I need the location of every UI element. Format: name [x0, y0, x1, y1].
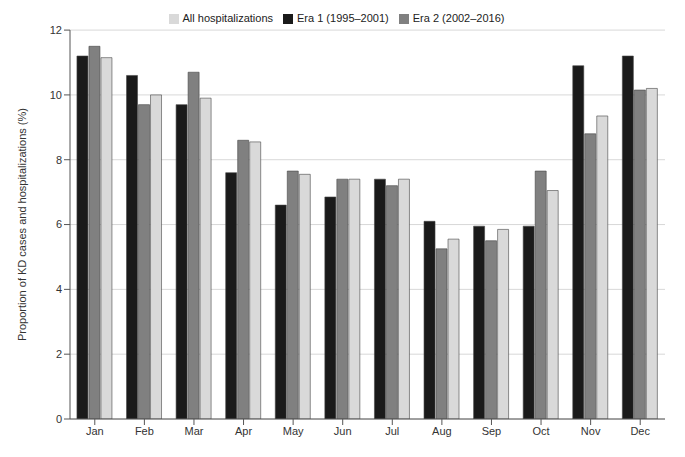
- svg-text:6: 6: [56, 218, 62, 230]
- html-text:Era 2 (2002–2016): Era 2 (2002–2016): [412, 12, 505, 24]
- svg-text:Feb: Feb: [135, 425, 154, 437]
- svg-text:May: May: [283, 425, 304, 437]
- svg-text:Proportion of KD cases and hos: Proportion of KD cases and hospitalizati…: [16, 108, 28, 341]
- svg-text:Mar: Mar: [184, 425, 203, 437]
- svg-text:10: 10: [50, 89, 62, 101]
- svg-text:12: 12: [50, 24, 62, 36]
- html-text:All hospitalizations: All hospitalizations: [182, 12, 273, 24]
- svg-text:Dec: Dec: [630, 425, 650, 437]
- svg-text:Jul: Jul: [385, 425, 399, 437]
- svg-text:0: 0: [56, 413, 62, 425]
- svg-text:Apr: Apr: [235, 425, 252, 437]
- svg-text:4: 4: [56, 283, 62, 295]
- svg-text:Sep: Sep: [482, 425, 502, 437]
- svg-text:8: 8: [56, 154, 62, 166]
- svg-text:Nov: Nov: [581, 425, 601, 437]
- svg-text:2: 2: [56, 348, 62, 360]
- html-text:Era 1 (1995–2001): Era 1 (1995–2001): [297, 12, 389, 24]
- svg-text:Oct: Oct: [532, 425, 549, 437]
- svg-text:Jun: Jun: [334, 425, 352, 437]
- svg-text:Jan: Jan: [86, 425, 104, 437]
- svg-text:Aug: Aug: [432, 425, 452, 437]
